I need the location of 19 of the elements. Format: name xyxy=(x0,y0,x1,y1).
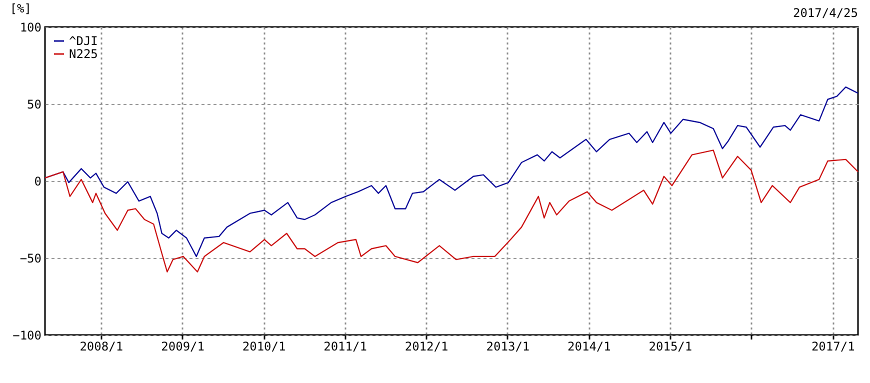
x-tick-label: 2014/1 xyxy=(568,340,611,354)
text: 2017/4/25 xyxy=(792,6,858,20)
y-tick-label: −100 xyxy=(12,328,42,342)
x-tick-label: 2015/1 xyxy=(648,340,692,354)
legend-label: N225 xyxy=(69,47,98,61)
x-tick-label: 2008/1 xyxy=(80,340,124,354)
y-tick-label: −50 xyxy=(20,252,42,266)
x-tick-label: 2011/1 xyxy=(324,340,367,354)
y-tick-label: 50 xyxy=(27,98,42,112)
x-tick-label: 2013/1 xyxy=(486,340,530,354)
line-series xyxy=(44,150,859,272)
x-tick-label: 2012/1 xyxy=(404,340,448,354)
x-tick-label: 2017/1 xyxy=(811,340,855,354)
y-tick-label: 100 xyxy=(20,20,42,34)
x-tick-label: 2009/1 xyxy=(161,340,204,354)
y-axis-title: [%] xyxy=(10,2,32,16)
legend-label: ^DJI xyxy=(69,34,98,48)
x-tick-label: 2010/1 xyxy=(242,340,286,354)
y-tick-label: 0 xyxy=(34,174,42,188)
